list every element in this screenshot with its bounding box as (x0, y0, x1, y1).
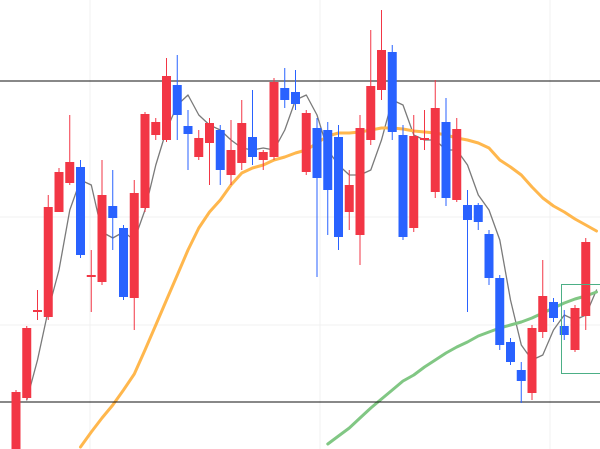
candle-body (570, 308, 580, 350)
candle-body (97, 195, 107, 282)
indicator-lines (26, 94, 598, 449)
candle-body (65, 162, 75, 183)
candle-body (334, 137, 343, 237)
candle-body (43, 207, 53, 317)
price-levels (0, 80, 600, 403)
candle-body (215, 130, 225, 170)
candle-body (194, 138, 204, 157)
candle-body (506, 342, 515, 362)
candle-body (420, 138, 429, 140)
candle-body (549, 302, 558, 318)
candle-body (22, 328, 32, 398)
candle-body (237, 123, 247, 163)
candle-body (484, 234, 494, 278)
candle-body (581, 242, 591, 316)
candle-body (559, 326, 569, 335)
candle-body (323, 130, 333, 190)
selection-box (561, 284, 600, 374)
candle-body (269, 82, 279, 157)
candle-body (119, 228, 128, 297)
candle-body (248, 137, 257, 157)
candle-body (280, 88, 290, 100)
candle-body (538, 296, 548, 332)
candle-body (452, 129, 462, 200)
candle-body (473, 205, 483, 222)
candle-body (129, 193, 139, 298)
candle-body (54, 172, 64, 212)
candle-body (86, 275, 96, 277)
candle-body (162, 76, 171, 140)
candle-body (463, 205, 472, 220)
candle-body (527, 328, 537, 393)
candle-body (301, 113, 311, 172)
candle-body (291, 92, 300, 104)
candle-body (205, 123, 214, 143)
candle-body (140, 114, 150, 208)
candle-body (76, 167, 85, 255)
candle-body (516, 370, 526, 381)
candle-body (495, 278, 505, 345)
candle-body (172, 85, 182, 115)
candle-body (11, 392, 21, 449)
candle-body (226, 150, 236, 175)
candle-body (312, 128, 322, 178)
candle-body (344, 185, 354, 212)
candle-body (108, 206, 118, 218)
candle-body (430, 108, 440, 192)
candle-body (258, 152, 268, 160)
candle-body (151, 122, 161, 135)
candle-body (33, 310, 42, 312)
candle-body (409, 136, 419, 228)
candle-body (355, 128, 365, 235)
candle-body (387, 52, 397, 132)
candle-body (366, 86, 376, 140)
candle-body (441, 122, 451, 198)
candle-body (377, 50, 386, 90)
candle-body (183, 126, 193, 134)
candle-body (398, 135, 408, 237)
candles (11, 10, 591, 449)
